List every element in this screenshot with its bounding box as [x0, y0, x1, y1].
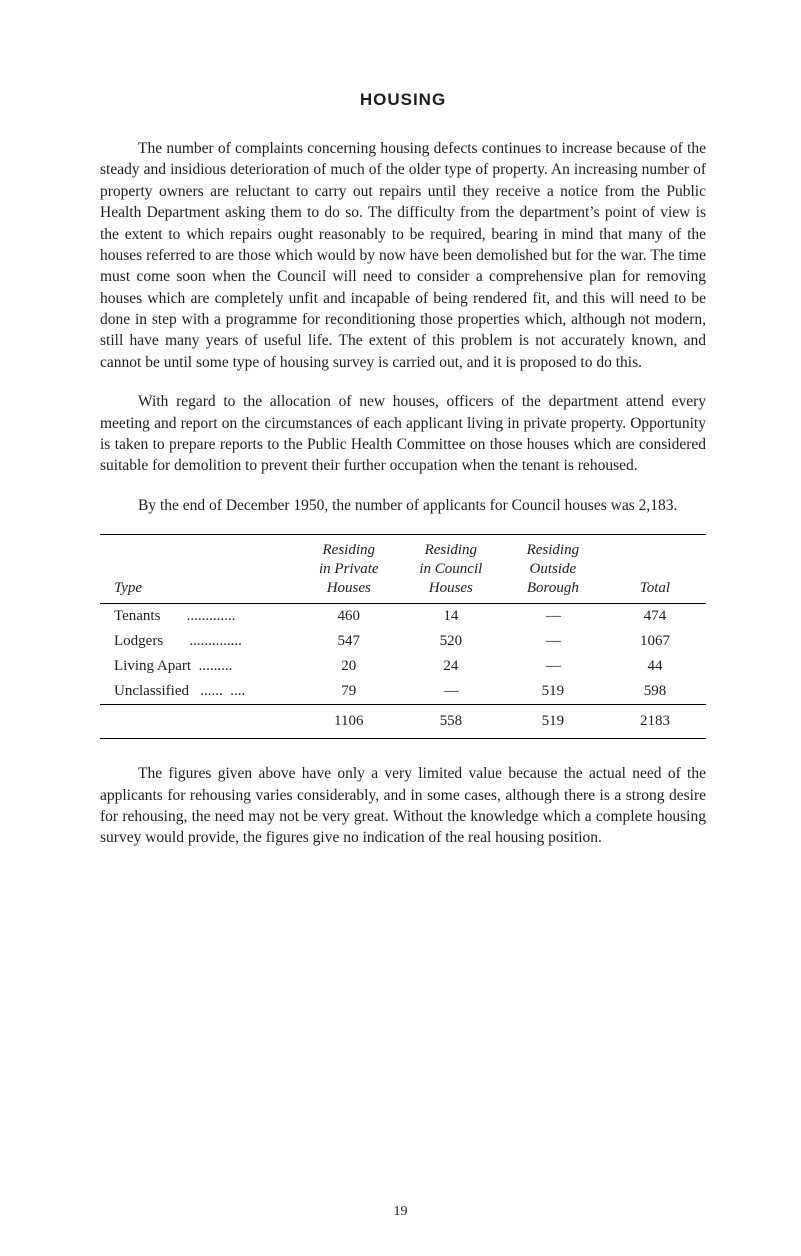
col-header-total: Total	[604, 535, 706, 604]
col-header-private: Residingin PrivateHouses	[298, 535, 400, 604]
cell-council: —	[400, 679, 502, 705]
paragraph-3: By the end of December 1950, the number …	[100, 495, 706, 516]
applicants-table: Type Residingin PrivateHouses Residingin…	[100, 535, 706, 738]
table-row: Lodgers .............. 547 520 — 1067	[100, 629, 706, 654]
cell-council: 520	[400, 629, 502, 654]
cell-outside: —	[502, 654, 604, 679]
cell-council: 24	[400, 654, 502, 679]
cell-outside: 519	[502, 705, 604, 739]
cell-type	[100, 705, 298, 739]
paragraph-1: The number of complaints concerning hous…	[100, 138, 706, 373]
cell-private: 547	[298, 629, 400, 654]
cell-private: 20	[298, 654, 400, 679]
applicants-table-wrap: Type Residingin PrivateHouses Residingin…	[100, 534, 706, 739]
document-page: HOUSING The number of complaints concern…	[0, 0, 801, 1256]
table-totals-row: 1106 558 519 2183	[100, 705, 706, 739]
paragraph-4: The figures given above have only a very…	[100, 763, 706, 849]
cell-total: 474	[604, 604, 706, 630]
cell-total: 44	[604, 654, 706, 679]
col-header-type: Type	[100, 535, 298, 604]
page-number: 19	[0, 1204, 801, 1220]
cell-total: 598	[604, 679, 706, 705]
cell-private: 460	[298, 604, 400, 630]
table-header-row: Type Residingin PrivateHouses Residingin…	[100, 535, 706, 604]
cell-total: 1067	[604, 629, 706, 654]
cell-private: 1106	[298, 705, 400, 739]
cell-council: 558	[400, 705, 502, 739]
paragraph-2: With regard to the allocation of new hou…	[100, 391, 706, 477]
cell-type: Unclassified ...... ....	[100, 679, 298, 705]
table-row: Living Apart ......... 20 24 — 44	[100, 654, 706, 679]
col-header-outside: ResidingOutsideBorough	[502, 535, 604, 604]
cell-outside: —	[502, 629, 604, 654]
cell-council: 14	[400, 604, 502, 630]
cell-type: Lodgers ..............	[100, 629, 298, 654]
cell-outside: —	[502, 604, 604, 630]
col-header-council: Residingin CouncilHouses	[400, 535, 502, 604]
table-row: Unclassified ...... .... 79 — 519 598	[100, 679, 706, 705]
cell-total: 2183	[604, 705, 706, 739]
page-title: HOUSING	[100, 90, 706, 110]
cell-outside: 519	[502, 679, 604, 705]
cell-type: Living Apart .........	[100, 654, 298, 679]
cell-private: 79	[298, 679, 400, 705]
table-row: Tenants ............. 460 14 — 474	[100, 604, 706, 630]
cell-type: Tenants .............	[100, 604, 298, 630]
